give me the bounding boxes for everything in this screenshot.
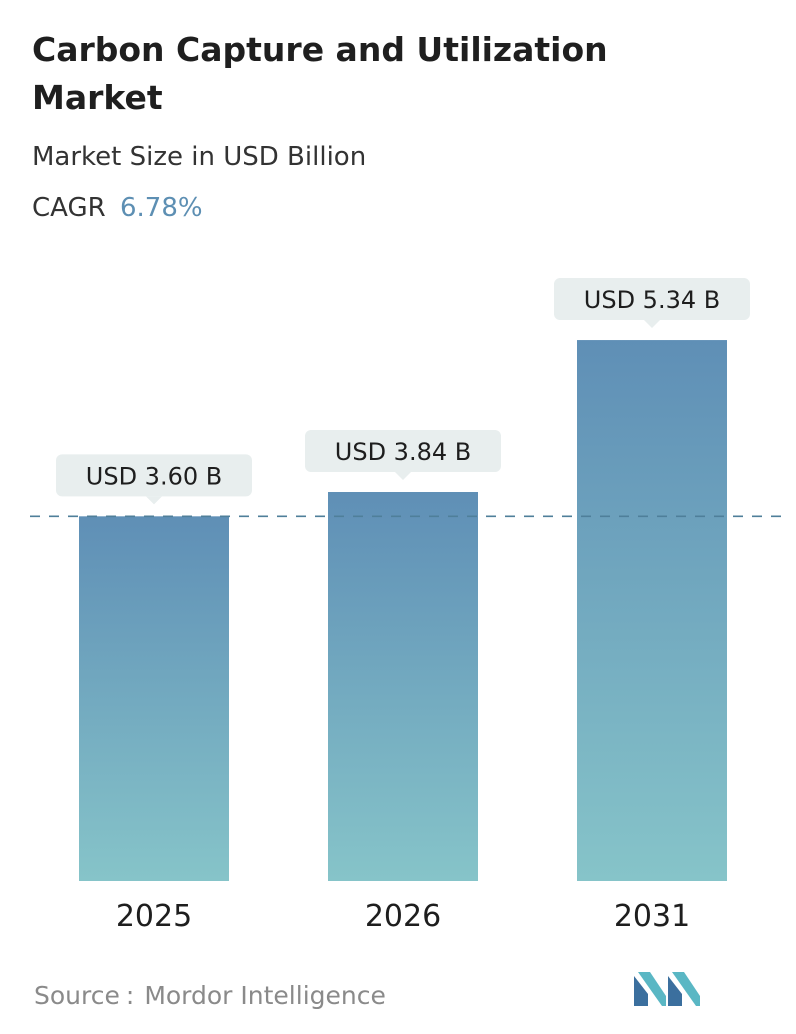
data-label-text: USD 3.60 B bbox=[86, 462, 222, 490]
source-note: Source: Mordor Intelligence bbox=[34, 978, 386, 1014]
cagr-value: 6.78% bbox=[119, 193, 203, 223]
source-label: Source bbox=[34, 981, 120, 1010]
x-tick-2026: 2026 bbox=[365, 899, 441, 934]
source-separator: : bbox=[125, 981, 135, 1010]
bar-2031 bbox=[577, 340, 727, 882]
data-label-pointer bbox=[146, 496, 162, 505]
bar-2026 bbox=[328, 492, 478, 881]
bar-2025 bbox=[79, 516, 229, 881]
data-label-pointer bbox=[644, 320, 660, 329]
data-label-bubble bbox=[56, 454, 252, 497]
data-label-bubble bbox=[305, 430, 501, 473]
data-label-text: USD 5.34 B bbox=[584, 286, 720, 314]
data-label-2025: USD 3.60 B bbox=[56, 454, 252, 505]
bars bbox=[79, 340, 727, 882]
data-label-bubble bbox=[554, 278, 750, 321]
data-label-text: USD 3.84 B bbox=[335, 438, 471, 466]
data-labels: USD 3.60 B USD 3.84 B USD 5.34 B bbox=[56, 278, 750, 505]
x-tick-2031: 2031 bbox=[614, 899, 690, 934]
chart-subtitle: Market Size in USD Billion bbox=[32, 142, 367, 172]
x-axis-ticks: 2025 2026 2031 bbox=[116, 899, 690, 934]
cagr-label: CAGR bbox=[32, 193, 106, 223]
chart-title: Carbon Capture and Utilization Market bbox=[32, 30, 608, 117]
cagr-row: CAGR 6.78% bbox=[32, 190, 203, 226]
data-label-2026: USD 3.84 B bbox=[305, 430, 501, 481]
x-tick-2025: 2025 bbox=[116, 899, 192, 934]
data-label-2031: USD 5.34 B bbox=[554, 278, 750, 329]
mordor-intelligence-logo-icon bbox=[634, 972, 700, 1006]
source-name: Mordor Intelligence bbox=[144, 981, 386, 1010]
data-label-pointer bbox=[395, 472, 411, 481]
